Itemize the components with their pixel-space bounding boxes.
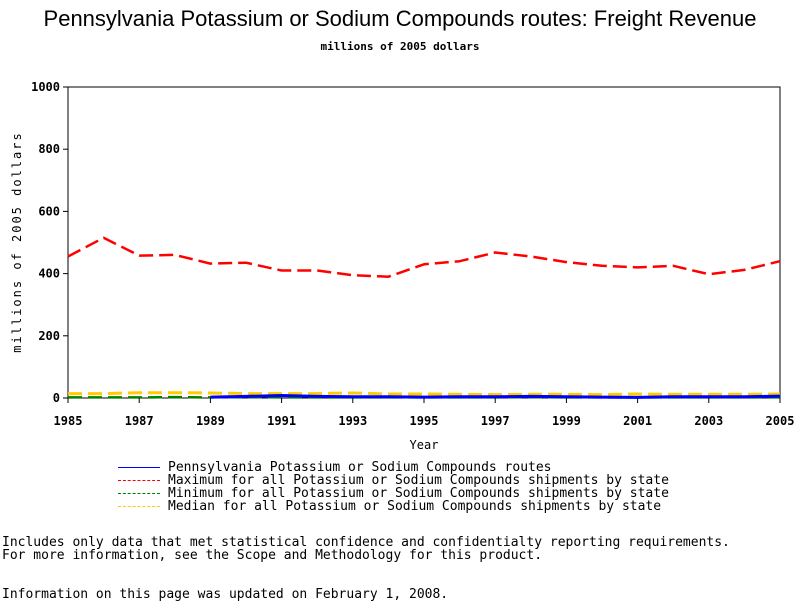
legend-label-median: Median for all Potassium or Sodium Compo… (168, 500, 661, 513)
legend-item-median: Median for all Potassium or Sodium Compo… (118, 500, 669, 513)
footnote-methodology: For more information, see the Scope and … (2, 549, 730, 562)
series-line-median (68, 393, 780, 395)
legend-swatch-minimum (118, 493, 160, 494)
y-tick-label: 600 (38, 204, 60, 218)
series-line-route (210, 396, 780, 398)
y-tick-label: 1000 (31, 80, 60, 94)
legend-swatch-maximum (118, 480, 160, 481)
y-tick-label: 800 (38, 142, 60, 156)
series-line-maximum (68, 238, 780, 277)
x-tick-label: 1995 (410, 414, 439, 428)
x-tick-label: 2003 (694, 414, 723, 428)
x-tick-label: 1993 (338, 414, 367, 428)
x-tick-label: 2001 (623, 414, 652, 428)
legend-swatch-median (118, 506, 160, 507)
x-tick-label: 1997 (481, 414, 510, 428)
x-tick-label: 1987 (125, 414, 154, 428)
y-tick-label: 0 (53, 391, 60, 405)
footnotes: Includes only data that met statistical … (2, 536, 730, 562)
line-chart: 0 200 400 600 800 1000 1985 1987 1989 1991 1993 199… (0, 0, 800, 460)
x-axis-label: Year (410, 438, 439, 452)
x-tick-label: 2005 (766, 414, 795, 428)
x-tick-label: 1985 (54, 414, 83, 428)
x-tick-label: 1999 (552, 414, 581, 428)
legend-swatch-route (118, 467, 160, 468)
y-axis-label: millions of 2005 dollars (10, 131, 24, 352)
x-tick-label: 1991 (267, 414, 296, 428)
y-tick-label: 200 (38, 329, 60, 343)
chart-legend: Pennsylvania Potassium or Sodium Compoun… (118, 461, 669, 513)
x-tick-label: 1989 (196, 414, 225, 428)
y-tick-label: 400 (38, 267, 60, 281)
plot-area (68, 87, 780, 398)
